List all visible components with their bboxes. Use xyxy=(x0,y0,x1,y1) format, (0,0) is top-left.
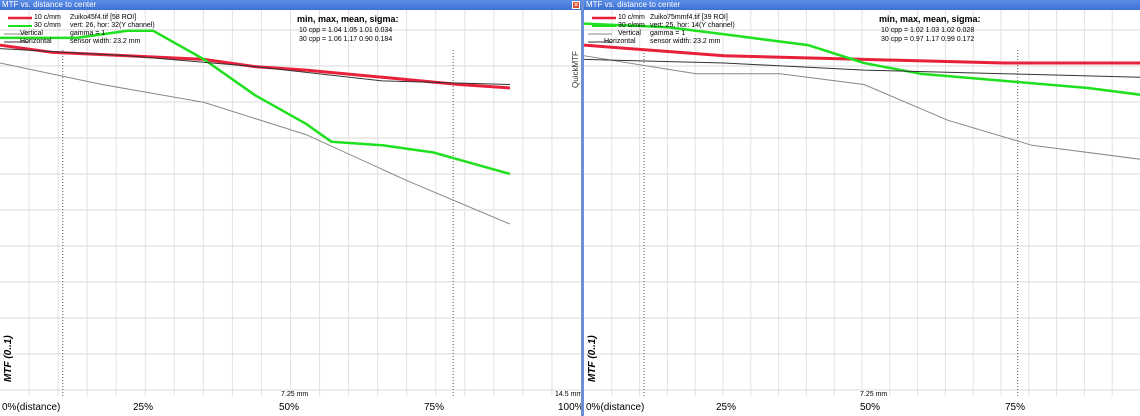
left-stats-title: min, max, mean, sigma: xyxy=(297,14,399,24)
left-xtick-25: 25% xyxy=(133,402,154,413)
series-10-c-mm xyxy=(584,43,1140,65)
left-legend-vertical: Vertical xyxy=(20,30,43,37)
left-stats-30: 30 cpp = 1.06 1.17 0.90 0.184 xyxy=(299,36,393,43)
right-info-file: Zuiko75mmf4.tif [39 ROI] xyxy=(650,14,728,21)
right-stats-30: 30 cpp = 0.97 1.17 0.99 0.172 xyxy=(881,36,975,43)
left-xtick-0: 0%(distance) xyxy=(2,402,61,413)
right-y-axis-label: MTF (0..1) xyxy=(587,335,598,382)
left-window-title: MTF vs. distance to center xyxy=(0,0,581,10)
left-legend-horizontal: Horizontal xyxy=(20,38,52,45)
right-legend-vertical: Vertical xyxy=(618,30,641,37)
right-window-title: MTF vs. distance to center xyxy=(584,0,1140,10)
left-xtick-50: 50% xyxy=(279,402,300,413)
left-info-sensor: sensor width: 23.2 mm xyxy=(70,38,141,45)
right-xtick-0: 0%(distance) xyxy=(586,402,645,413)
series-horizontal xyxy=(584,58,1140,78)
right-mtf-chart xyxy=(584,10,1140,396)
left-info-roi: vert: 26, hor: 32(Y channel) xyxy=(70,22,155,29)
right-stats-title: min, max, mean, sigma: xyxy=(879,14,981,24)
series-vertical xyxy=(584,55,1140,160)
left-info-gamma: gamma = 1 xyxy=(70,30,106,37)
left-info-file: Zuiko45f4.tif [58 ROI] xyxy=(70,14,137,21)
right-legend-10: 10 c/mm xyxy=(618,14,645,21)
right-chart-window: MTF vs. distance to center 10 c/mm 30 c/… xyxy=(584,0,1140,416)
left-chart-window: MTF vs. distance to center ✕ 10 c/mm 30 … xyxy=(0,0,584,413)
right-info-sensor: sensor width: 23.2 mm xyxy=(650,38,721,45)
series-horizontal xyxy=(0,48,511,85)
series-vertical xyxy=(0,62,511,225)
left-end-mm: 14.5 mm xyxy=(555,391,583,398)
left-quickmtf-label: QuickMTF xyxy=(571,51,580,88)
left-legend-10: 10 c/mm xyxy=(34,14,61,21)
right-legend-30: 30 c/mm xyxy=(618,22,645,29)
right-xtick-50: 50% xyxy=(860,402,881,413)
close-icon[interactable]: ✕ xyxy=(572,1,580,9)
series-30-c-mm xyxy=(0,29,511,176)
left-mtf-chart xyxy=(0,10,581,396)
right-stats-10: 10 cpp = 1.02 1.03 1.02 0.028 xyxy=(881,27,975,34)
right-legend-horizontal: Horizontal xyxy=(604,38,636,45)
right-xtick-25: 25% xyxy=(716,402,737,413)
left-xtick-75: 75% xyxy=(424,402,445,413)
series-30-c-mm xyxy=(584,22,1140,96)
right-xtick-75: 75% xyxy=(1005,402,1026,413)
pane-divider[interactable] xyxy=(581,0,584,416)
left-legend-30: 30 c/mm xyxy=(34,22,61,29)
right-info-gamma: gamma = 1 xyxy=(650,30,686,37)
left-xtick-100: 100% xyxy=(558,402,584,413)
right-mid-mm: 7.25 mm xyxy=(860,391,888,398)
left-y-axis-label: MTF (0..1) xyxy=(3,335,14,382)
right-info-roi: vert: 25, hor: 14(Y channel) xyxy=(650,22,735,29)
left-stats-10: 10 cpp = 1.04 1.05 1.01 0.034 xyxy=(299,27,393,34)
left-mid-mm: 7.25 mm xyxy=(281,391,309,398)
